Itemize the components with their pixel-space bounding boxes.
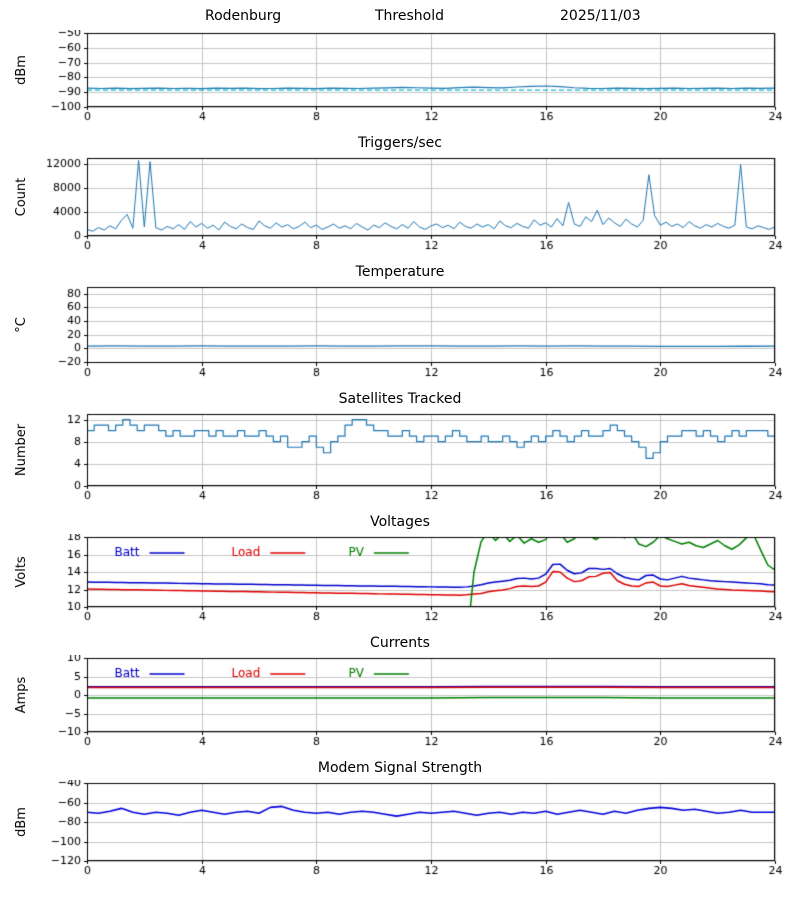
figure-header: Rodenburg Threshold 2025/11/03 bbox=[0, 8, 800, 28]
chart-panel-temperature: Temperature °C bbox=[0, 264, 800, 382]
threshold-label: Threshold bbox=[375, 8, 444, 24]
chart-panel-rf-level: dBm bbox=[0, 30, 800, 126]
modem-chart-canvas bbox=[0, 780, 800, 880]
figure: Rodenburg Threshold 2025/11/03 dBm Trigg… bbox=[0, 8, 800, 880]
chart-panel-modem: Modem Signal Strength dBm bbox=[0, 760, 800, 880]
date-label: 2025/11/03 bbox=[560, 8, 641, 24]
chart-panel-voltages: Voltages Volts bbox=[0, 514, 800, 626]
currents-chart-canvas bbox=[0, 655, 800, 751]
voltages-title: Voltages bbox=[370, 514, 430, 530]
currents-ylabel: Amps bbox=[14, 676, 29, 714]
rf-level-chart-canvas bbox=[0, 30, 800, 126]
temperature-title: Temperature bbox=[355, 264, 445, 280]
chart-panel-triggers: Triggers/sec Count bbox=[0, 135, 800, 255]
voltages-ylabel: Volts bbox=[14, 556, 29, 588]
currents-title: Currents bbox=[370, 635, 430, 651]
modem-ylabel: dBm bbox=[14, 807, 29, 837]
rf-ylabel: dBm bbox=[14, 55, 29, 85]
voltages-chart-canvas bbox=[0, 534, 800, 626]
chart-panel-currents: Currents Amps bbox=[0, 635, 800, 751]
satellites-chart-canvas bbox=[0, 411, 800, 505]
triggers-ylabel: Count bbox=[14, 177, 29, 217]
temperature-ylabel: °C bbox=[14, 317, 29, 333]
station-name: Rodenburg bbox=[205, 8, 282, 24]
triggers-chart-canvas bbox=[0, 155, 800, 255]
chart-panel-satellites: Satellites Tracked Number bbox=[0, 391, 800, 505]
satellites-ylabel: Number bbox=[14, 423, 29, 477]
temperature-chart-canvas bbox=[0, 284, 800, 382]
triggers-title: Triggers/sec bbox=[358, 135, 442, 151]
modem-title: Modem Signal Strength bbox=[317, 760, 483, 776]
satellites-title: Satellites Tracked bbox=[338, 391, 462, 407]
